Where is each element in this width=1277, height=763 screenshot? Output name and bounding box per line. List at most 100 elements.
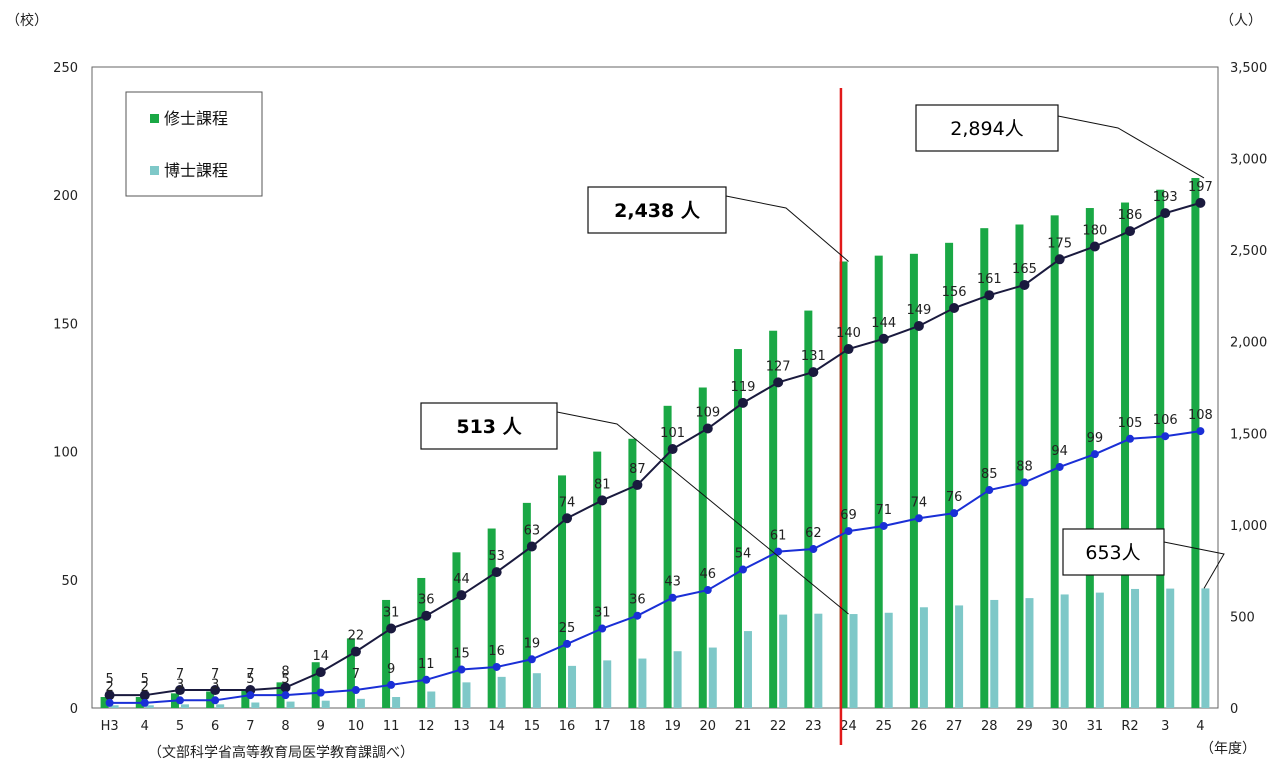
x-tick-label: 7: [246, 719, 254, 734]
point-doctor: [387, 680, 396, 689]
callout-leader: [556, 411, 849, 615]
point-doctor: [1020, 478, 1029, 487]
data-label-doctor: 11: [418, 657, 435, 672]
bar-master: [487, 528, 496, 708]
data-label-master: 180: [1082, 223, 1107, 238]
data-label-master: 53: [488, 549, 505, 564]
data-label-master: 5: [105, 672, 113, 687]
x-tick-label: 18: [629, 719, 646, 734]
x-axis-label: （年度）: [1200, 741, 1256, 757]
bar-doctor: [427, 691, 436, 708]
bar-doctor: [568, 665, 577, 708]
bar-master: [311, 662, 320, 708]
bar-master: [980, 228, 989, 708]
bar-doctor: [779, 614, 788, 708]
point-master: [984, 290, 995, 301]
left-tick-label: 50: [61, 574, 78, 589]
legend-box: [125, 91, 263, 197]
legend-swatch-master: [150, 114, 159, 123]
x-tick-label: R2: [1121, 719, 1138, 734]
data-label-doctor: 9: [387, 662, 395, 677]
bar-master: [558, 475, 567, 708]
legend-label-doctor: 博士課程: [164, 161, 228, 180]
right-tick-label: 0: [1230, 702, 1238, 717]
callout-box: [587, 186, 727, 234]
point-master: [491, 567, 502, 578]
point-doctor: [351, 686, 360, 695]
data-label-doctor: 19: [524, 636, 541, 651]
point-master: [878, 333, 889, 344]
bar-master: [593, 451, 602, 708]
data-label-doctor: 108: [1188, 408, 1213, 423]
bar-master: [804, 310, 813, 708]
x-tick-label: 23: [805, 719, 822, 734]
bar-doctor: [990, 599, 999, 708]
line-doctor-count: [109, 430, 1201, 704]
legend-label-master: 修士課程: [164, 109, 228, 128]
x-tick-label: 4: [141, 719, 149, 734]
point-master: [913, 320, 924, 331]
bar-master: [874, 255, 883, 708]
bar-master: [382, 599, 391, 708]
data-label-doctor: 25: [559, 621, 576, 636]
x-tick-label: 24: [840, 719, 857, 734]
bar-master: [452, 552, 461, 708]
bar-master: [522, 502, 531, 708]
point-master: [1125, 226, 1136, 237]
bar-doctor: [1166, 588, 1175, 708]
x-tick-label: 3: [1161, 719, 1169, 734]
point-doctor: [105, 698, 114, 707]
bar-doctor: [1131, 588, 1140, 708]
bar-doctor: [708, 647, 717, 708]
data-label-doctor: 5: [246, 672, 254, 687]
point-master: [280, 682, 291, 693]
left-tick-label: 150: [53, 317, 78, 332]
point-master: [174, 685, 185, 696]
x-tick-label: 13: [453, 719, 470, 734]
data-label-doctor: 16: [488, 644, 505, 659]
point-doctor: [457, 665, 466, 674]
bar-doctor: [1095, 592, 1104, 708]
data-label-master: 31: [383, 606, 400, 621]
data-label-doctor: 99: [1087, 431, 1104, 446]
right-axis-unit: （人）: [1220, 13, 1262, 29]
data-label-master: 197: [1188, 180, 1213, 195]
callout-text: 653人: [1085, 542, 1140, 564]
bar-doctor: [919, 607, 928, 708]
bar-master: [1015, 224, 1024, 708]
data-label-doctor: 106: [1153, 413, 1178, 428]
point-doctor: [1196, 427, 1205, 436]
data-label-master: 161: [977, 272, 1002, 287]
data-label-master: 87: [629, 462, 646, 477]
data-label-doctor: 61: [770, 529, 787, 544]
data-label-master: 8: [281, 664, 289, 679]
right-tick-label: 1,000: [1230, 519, 1267, 534]
bar-master: [945, 242, 954, 708]
x-tick-label: 8: [281, 719, 289, 734]
point-master: [843, 344, 854, 355]
x-tick-label: 25: [875, 719, 892, 734]
bar-doctor: [532, 673, 541, 708]
x-tick-label: 6: [211, 719, 219, 734]
data-label-doctor: 2: [141, 680, 149, 695]
right-tick-label: 3,500: [1230, 61, 1267, 76]
point-doctor: [879, 521, 888, 530]
x-tick-label: 12: [418, 719, 435, 734]
data-label-master: 7: [176, 667, 184, 682]
data-label-doctor: 69: [840, 508, 857, 523]
right-tick-label: 2,000: [1230, 336, 1267, 351]
callout-box: [915, 104, 1059, 152]
data-label-doctor: 76: [946, 490, 963, 505]
point-doctor: [492, 662, 501, 671]
point-master: [1089, 241, 1100, 252]
bar-doctor: [110, 705, 119, 708]
data-label-master: 14: [312, 649, 329, 664]
data-label-doctor: 62: [805, 526, 822, 541]
point-master: [210, 685, 221, 696]
point-doctor: [985, 486, 994, 495]
data-label-master: 7: [211, 667, 219, 682]
callout-box: [420, 402, 558, 450]
data-label-master: 5: [141, 672, 149, 687]
data-label-master: 165: [1012, 262, 1037, 277]
